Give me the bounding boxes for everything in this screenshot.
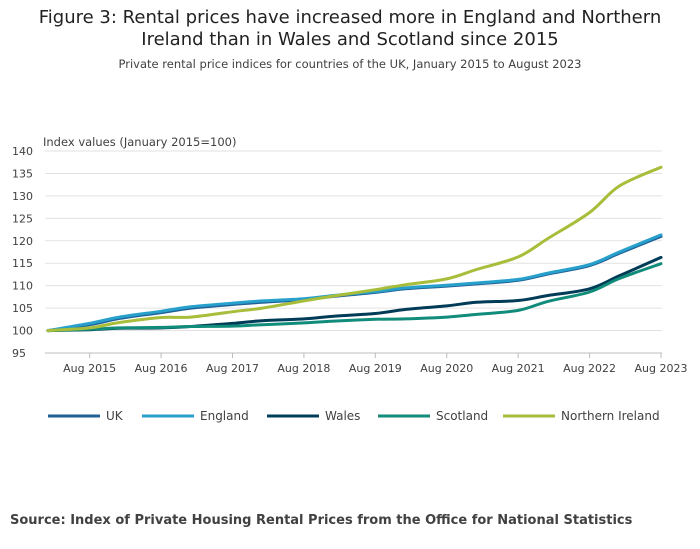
legend-label-northern-ireland: Northern Ireland <box>561 409 660 423</box>
x-tick-label: Aug 2018 <box>277 362 330 375</box>
y-tick-label: 135 <box>12 167 33 180</box>
x-tick-label: Aug 2017 <box>206 362 259 375</box>
x-tick-label: Aug 2016 <box>135 362 188 375</box>
series-line-northern-ireland <box>46 165 663 333</box>
x-tick-label: Aug 2020 <box>420 362 473 375</box>
legend-label-uk: UK <box>106 409 124 423</box>
y-tick-label: 120 <box>12 235 33 248</box>
x-tick-label: Aug 2022 <box>563 362 616 375</box>
legend-label-england: England <box>200 409 249 423</box>
chart-title: Figure 3: Rental prices have increased m… <box>20 7 680 51</box>
x-tick-label: Aug 2019 <box>349 362 402 375</box>
y-tick-label: 100 <box>12 325 33 338</box>
x-tick-label: Aug 2015 <box>63 362 116 375</box>
series-line-scotland <box>46 262 663 333</box>
series-line-uk <box>46 234 663 333</box>
y-tick-label: 110 <box>12 280 33 293</box>
y-tick-label: 125 <box>12 212 33 225</box>
legend-label-scotland: Scotland <box>436 409 488 423</box>
legend-label-wales: Wales <box>325 409 360 423</box>
y-tick-label: 105 <box>12 302 33 315</box>
chart-title-line-1: Figure 3: Rental prices have increased m… <box>38 7 662 28</box>
x-tick-label: Aug 2023 <box>635 362 688 375</box>
x-tick-label: Aug 2021 <box>492 362 545 375</box>
chart-subtitle: Private rental price indices for countri… <box>118 57 582 71</box>
chart-title-line-2: Ireland than in Wales and Scotland since… <box>141 29 559 50</box>
y-tick-label: 95 <box>12 347 26 360</box>
source-note: Source: Index of Private Housing Rental … <box>10 513 633 528</box>
y-tick-label: 115 <box>12 257 33 270</box>
y-tick-label: 130 <box>12 190 33 203</box>
y-axis-label: Index values (January 2015=100) <box>43 135 237 149</box>
y-tick-label: 140 <box>12 145 33 158</box>
line-chart: 95 100 105 110 115 120 125 130 135 140 Aug 2015 Aug… <box>12 145 688 423</box>
